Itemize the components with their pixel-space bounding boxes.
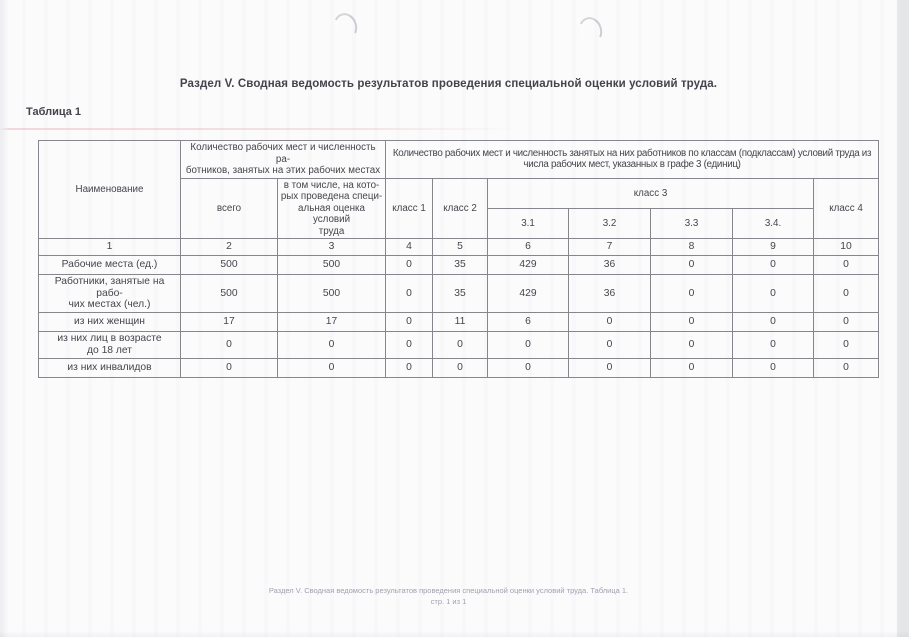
table-cell: 0: [650, 255, 734, 275]
table-cell: 0: [732, 255, 815, 275]
table-cell: 0: [276, 330, 387, 359]
punch-hole-mark-icon: [330, 10, 361, 43]
table-cell: 0: [487, 357, 570, 378]
footer-line-2: стр. 1 из 1: [430, 597, 467, 606]
table-cell: 429: [487, 255, 570, 275]
table-cell: 500: [180, 255, 278, 275]
table-row: Работники, занятые на рабо- чих местах (…: [38, 274, 880, 313]
table-cell: 0: [732, 357, 815, 378]
table-cell: 0: [432, 357, 489, 378]
col-number: 7: [568, 238, 652, 256]
table-cell: 500: [180, 274, 278, 313]
table-label: Таблица 1: [26, 106, 82, 118]
col-group-workplaces: Количество рабочих мест и численность ра…: [179, 140, 387, 179]
column-number-row: 1 2 3 4 5 6 7 8 9 10: [38, 238, 880, 256]
table-cell: 0: [813, 274, 880, 313]
table-cell: 0: [813, 255, 880, 275]
table-cell: 0: [385, 311, 434, 332]
col-number: 1: [38, 238, 181, 256]
row-label: Работники, занятые на рабо- чих местах (…: [38, 274, 181, 313]
row-label: Рабочие места (ед.): [38, 255, 181, 275]
table-cell: 0: [732, 311, 815, 332]
col-number: 5: [432, 238, 489, 256]
document-title: Раздел V. Сводная ведомость результатов …: [179, 78, 718, 90]
col-number: 4: [385, 238, 434, 256]
table-cell: 17: [276, 311, 387, 332]
col-number: 3: [276, 238, 387, 256]
table-row: из них инвалидов 0 0 0 0 0 0 0 0 0: [38, 357, 880, 378]
table-cell: 0: [568, 311, 652, 332]
col-number: 9: [732, 238, 815, 256]
table-cell: 0: [385, 274, 434, 313]
table-cell: 0: [650, 357, 734, 378]
table-cell: 17: [180, 311, 278, 332]
col-number: 2: [180, 238, 278, 256]
table-cell: 0: [568, 330, 652, 359]
paper-right-edge: [895, 0, 909, 637]
col-number: 10: [813, 238, 880, 256]
table-cell: 0: [813, 330, 880, 359]
table-cell: 36: [568, 274, 652, 313]
table-cell: 0: [180, 330, 278, 359]
col-header-name: Наименование: [38, 140, 181, 239]
paper-left-edge: [0, 0, 9, 637]
col-header-class3: класс 3: [487, 177, 815, 210]
table-cell: 0: [385, 357, 434, 378]
table-cell: 6: [487, 311, 570, 332]
table-row: из них лиц в возрасте до 18 лет 0 0 0 0 …: [38, 330, 880, 359]
table-cell: 0: [732, 274, 815, 313]
page-footer: Раздел V. Сводная ведомость результатов …: [0, 585, 897, 607]
col-number: 6: [487, 238, 570, 256]
table-cell: 0: [385, 255, 434, 275]
punch-hole-mark-icon: [575, 14, 606, 47]
table-cell: 0: [568, 357, 652, 378]
table-cell: 0: [813, 311, 880, 332]
row-label: из них инвалидов: [38, 357, 181, 378]
table-cell: 0: [385, 330, 434, 359]
col-header-class3-1: 3.1: [487, 208, 570, 239]
table-cell: 0: [650, 274, 734, 313]
table-cell: 500: [276, 255, 387, 275]
col-header-total-sout: в том числе, на кото- рых проведена спец…: [276, 177, 387, 239]
col-number: 8: [650, 238, 734, 256]
footer-line-1: Раздел V. Сводная ведомость результатов …: [268, 586, 629, 595]
table-cell: 0: [650, 311, 734, 332]
table-row: из них женщин 17 17 0 11 6 0 0 0 0: [38, 311, 880, 332]
table-cell: 500: [276, 274, 387, 313]
table-cell: 0: [732, 330, 815, 359]
col-header-class4: класс 4: [813, 177, 880, 239]
col-header-class2: класс 2: [432, 177, 489, 239]
table-cell: 0: [276, 357, 387, 378]
table-cell: 0: [180, 357, 278, 378]
row-label: из них лиц в возрасте до 18 лет: [38, 330, 181, 359]
table-cell: 35: [432, 255, 489, 275]
table-cell: 0: [432, 330, 489, 359]
col-header-class3-4: 3.4.: [732, 208, 815, 239]
table-cell: 429: [487, 274, 570, 313]
table-cell: 0: [650, 330, 734, 359]
table-cell: 11: [432, 311, 489, 332]
col-group-classes: Количество рабочих мест и численность за…: [385, 140, 880, 179]
table-row: Рабочие места (ед.) 500 500 0 35 429 36 …: [38, 255, 880, 275]
table-cell: 36: [568, 255, 652, 275]
table-cell: 0: [813, 357, 880, 378]
col-header-class3-2: 3.2: [568, 208, 652, 239]
row-label: из них женщин: [38, 311, 181, 332]
summary-table: Наименование Количество рабочих мест и ч…: [38, 140, 880, 378]
scan-artifact-line: [0, 128, 520, 130]
col-header-class1: класс 1: [385, 177, 434, 239]
paper-bottom-edge: [0, 631, 909, 637]
col-header-class3-3: 3.3: [650, 208, 734, 239]
col-header-total: всего: [180, 177, 278, 239]
table-cell: 0: [487, 330, 570, 359]
table-cell: 35: [432, 274, 489, 313]
